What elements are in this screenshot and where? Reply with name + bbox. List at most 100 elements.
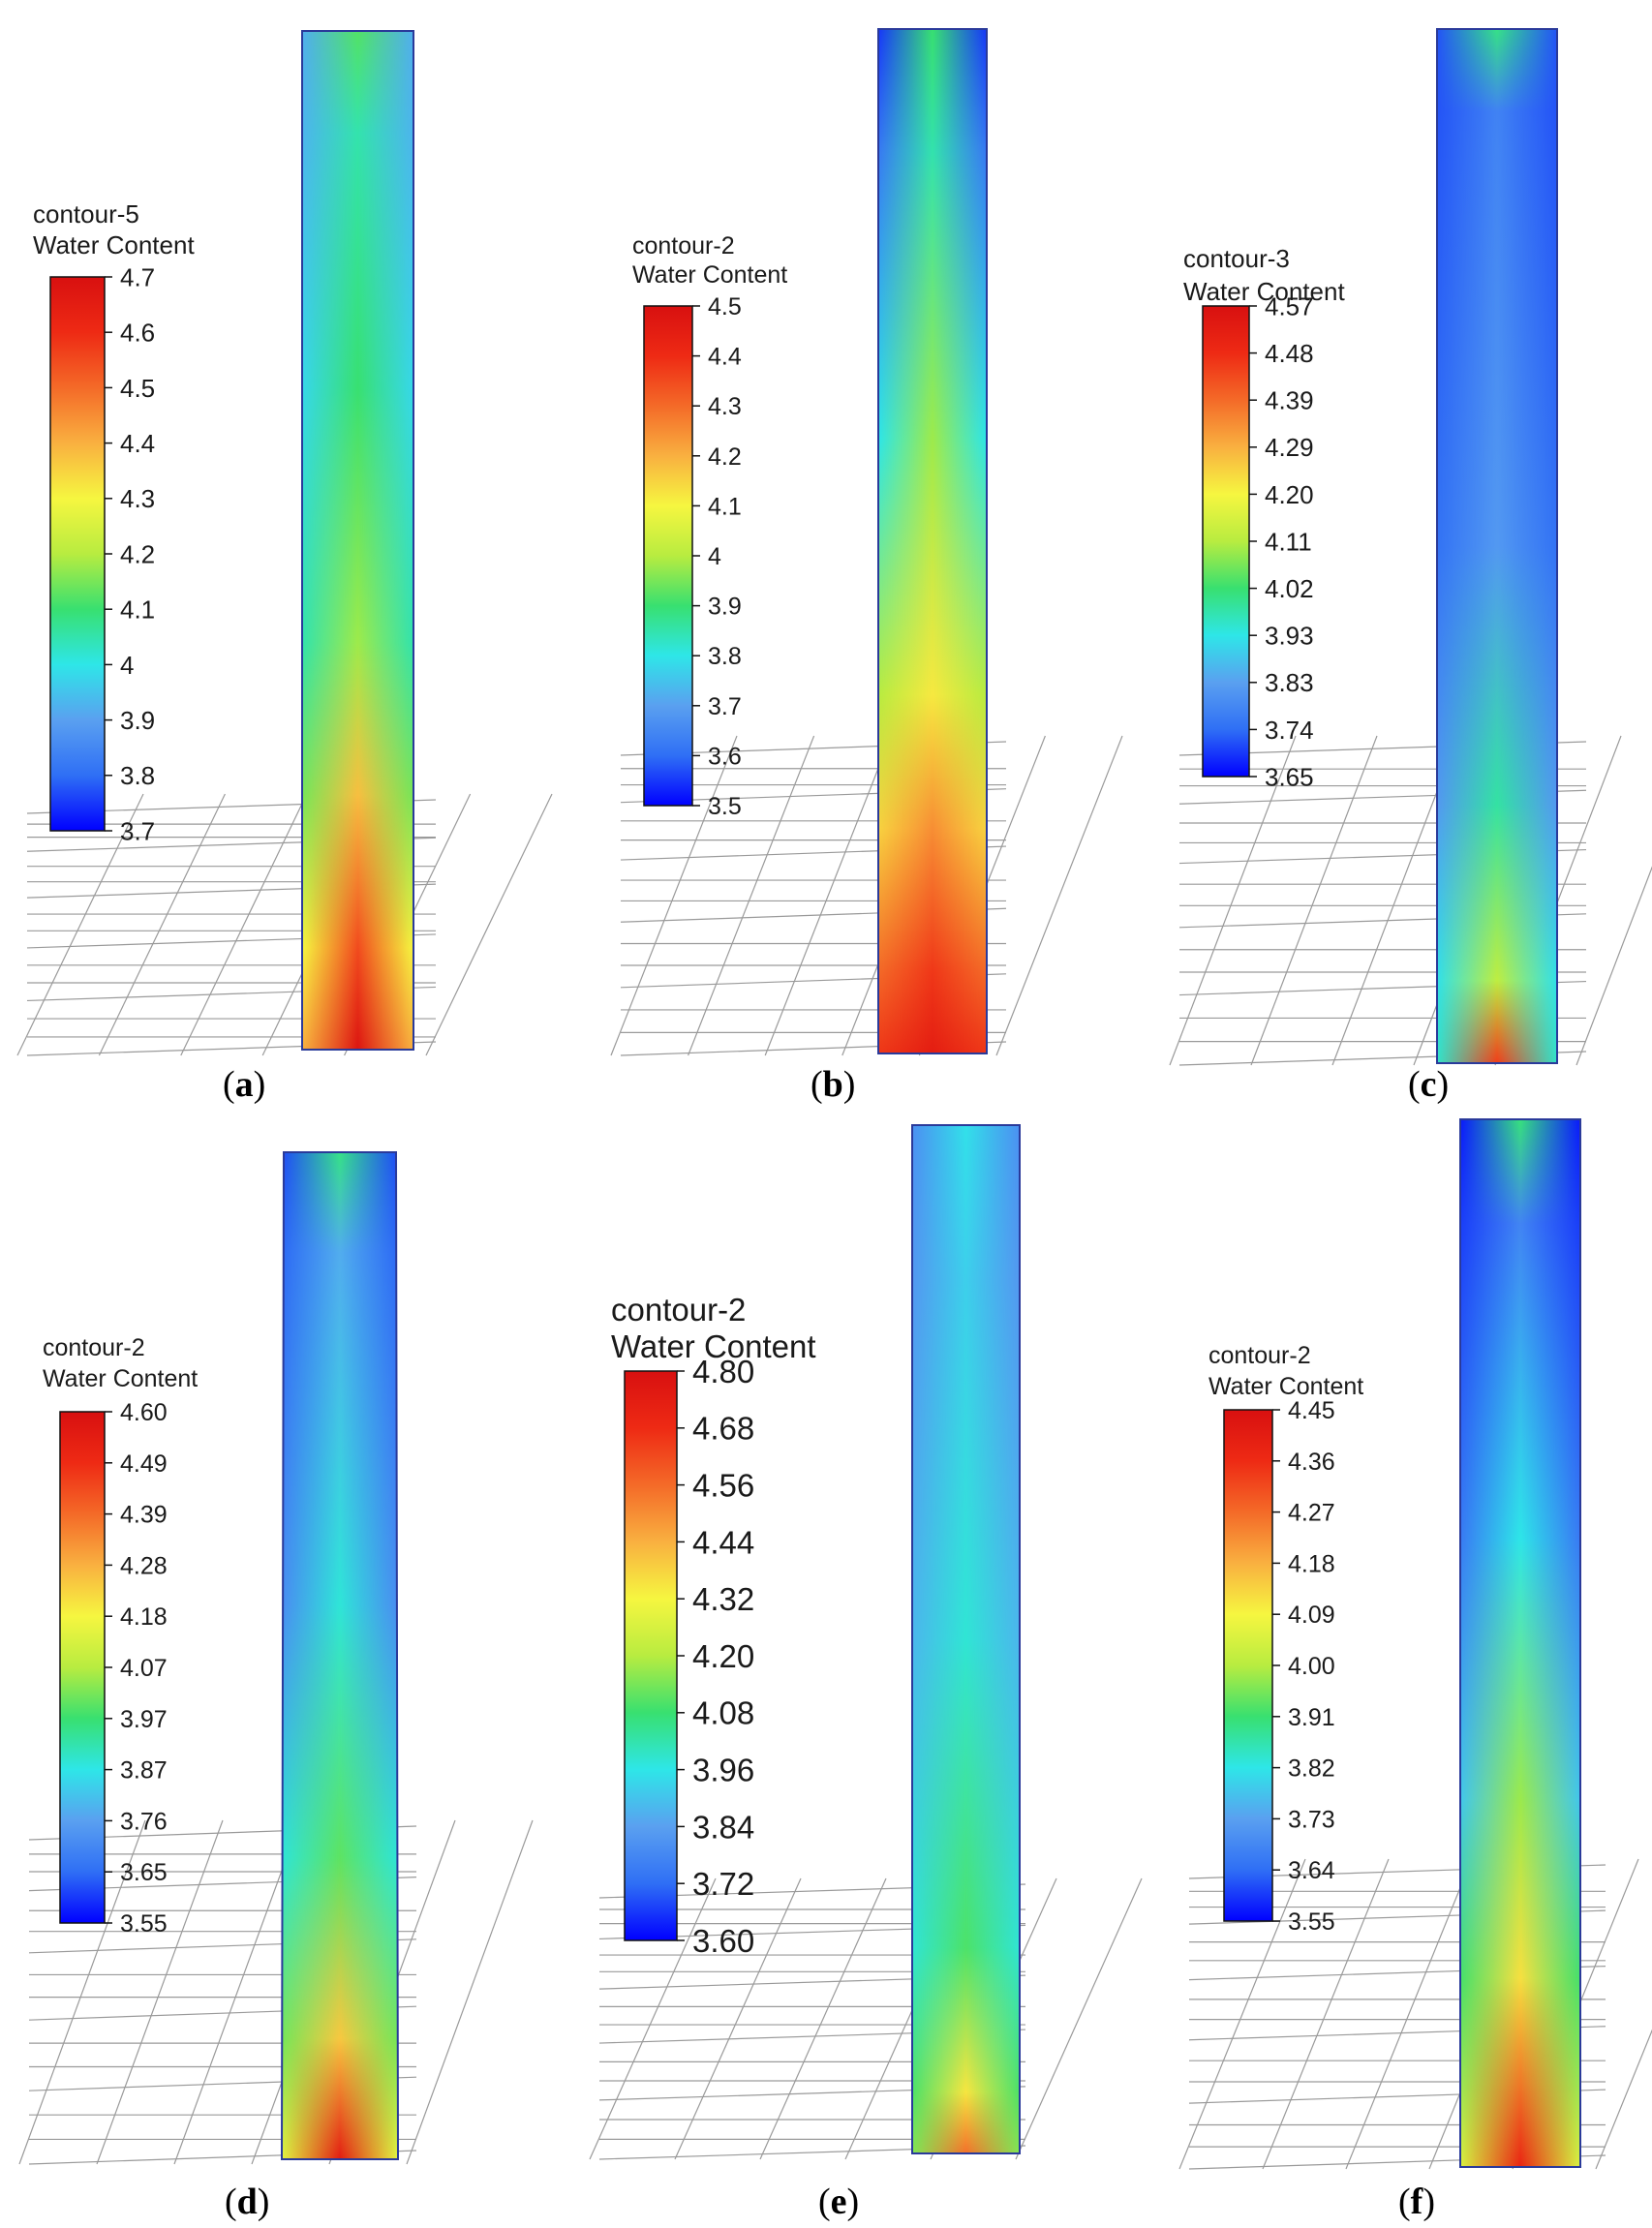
colorbar-tick-label: 3.64 [1288,1857,1335,1884]
panel-f: contour-2 Water Content 4.45 4.36 4.27 4.18 4.… [1102,1114,1652,2227]
colorbar-title-line1: contour-2 [43,1334,145,1361]
colorbar-tick-label: 4.4 [708,344,742,371]
column-core-field [1437,29,1557,1063]
caption-close-paren: ) [843,1064,856,1105]
panel-caption: (c) [1408,1064,1449,1105]
colorbar-tick-label: 4.27 [1288,1500,1335,1527]
grid-diagonal [688,735,815,1056]
colorbar-tick-label: 3.96 [692,1752,754,1787]
grid-diagonal [674,1877,802,2160]
colorbar-tick-label: 4.44 [692,1524,754,1560]
colorbar-gradient [1223,1409,1273,1922]
grid-diagonal [180,793,308,1056]
grid-diagonal [1015,1877,1143,2160]
colorbar-tick-label: 4.18 [1288,1550,1335,1577]
colorbar-tick-label: 4.11 [1265,527,1312,556]
colorbar-gradient [1202,305,1250,778]
panel-caption: (a) [223,1064,265,1105]
panel-c: contour-3 Water Content 4.57 4.48 4.39 4.29 4.… [1102,0,1652,1114]
colorbar-tick-label: 3.8 [120,761,155,790]
colorbar-title-line1: contour-2 [632,232,735,259]
colorbar-tick-label: 4.39 [120,1502,168,1529]
colorbar-tick-label: 3.76 [120,1808,168,1835]
caption-close-paren: ) [258,2182,270,2222]
grid-diagonal [764,735,892,1056]
colorbar-title-line2: Water Content [611,1328,816,1364]
column-outline [911,1124,1021,2154]
colorbar-tick-label: 3.73 [1288,1806,1335,1833]
colorbar-tick-label: 4.07 [120,1655,168,1682]
colorbar-tick-label: 4.80 [692,1354,754,1389]
colorbar-title-line1: contour-3 [1183,244,1290,273]
caption-letter: e [831,2182,847,2222]
grid-diagonal [1169,735,1297,1066]
colorbar-gradient [49,276,106,832]
grid-diagonal [1262,1858,1390,2170]
grid-diagonal [610,735,738,1056]
colorbar-tick-label: 3.84 [692,1809,754,1845]
colorbar-tick-label: 3.65 [120,1859,168,1886]
grid-diagonal [18,1819,146,2165]
colorbar-tick-label: 4.2 [708,443,742,471]
colorbar-tick-label: 4.1 [120,595,155,625]
grid-diagonal [425,793,553,1056]
panel-d: contour-2 Water Content 4.60 4.49 4.39 4.28 4.… [0,1114,550,2227]
colorbar-tick-label: 4.6 [120,319,155,348]
panel-caption: (e) [818,2182,859,2222]
colorbar-tick-label: 3.74 [1265,716,1314,745]
colorbar-tick-label: 3.91 [1288,1704,1335,1731]
caption-close-paren: ) [1423,2182,1435,2222]
colorbar-tick-label: 3.87 [120,1757,168,1785]
colorbar-tick-label: 4.18 [120,1603,168,1631]
colorbar-gradient [643,305,693,807]
column-core-field [878,29,987,1053]
colorbar-tick-label: 3.8 [708,643,742,670]
caption-letter: a [235,1064,254,1105]
grid-diagonal [406,1819,534,2165]
colorbar-title-line1: contour-2 [1208,1342,1311,1369]
column-outline [280,1151,400,2160]
caption-letter: d [237,2182,258,2222]
colorbar-tick-label: 4.48 [1265,339,1314,368]
grid-diagonal [1595,2029,1652,2170]
colorbar-tick-label: 4.5 [120,374,155,403]
colorbar-tick-label: 3.7 [708,693,742,720]
column-core-field [302,31,413,1050]
panel-caption: (b) [811,1064,855,1105]
grid-diagonal [96,1819,224,2165]
caption-close-paren: ) [1437,1064,1450,1105]
colorbar-tick-label: 4.20 [1265,480,1314,509]
colorbar-title-line1: contour-2 [611,1292,746,1328]
caption-open-paren: ( [811,1064,823,1105]
colorbar-tick-label: 4.7 [120,262,155,291]
grid-diagonal [98,793,226,1056]
colorbar-title-line2: Water Content [43,1365,198,1392]
column-core-field [912,1125,1020,2153]
colorbar-tick-label: 4.1 [708,493,742,520]
panel-caption: (f) [1398,2182,1435,2222]
caption-open-paren: ( [223,1064,235,1105]
colorbar-tick-label: 4.29 [1265,433,1314,462]
colorbar-title-line2: Water Content [632,261,787,289]
colorbar-tick-label: 4.28 [120,1552,168,1579]
colorbar-tick-label: 4.5 [708,293,742,320]
colorbar-tick-label: 4.39 [1265,386,1314,415]
colorbar-tick-label: 3.97 [120,1706,168,1733]
contour-column [301,30,414,1051]
colorbar-tick-label: 4.49 [120,1450,168,1478]
colorbar: contour-2 Water Content 4.60 4.49 4.39 4.28 4.… [43,1334,198,1938]
caption-letter: f [1411,2182,1424,2222]
colorbar-tick-label: 4.00 [1288,1653,1335,1680]
colorbar-tick-label: 4.56 [692,1467,754,1503]
contour-panel-d: contour-2 Water Content 4.60 4.49 4.39 4.28 4.… [18,1151,534,2222]
colorbar-tick-label: 4.4 [120,429,155,458]
colorbar-tick-label: 4.60 [120,1399,168,1426]
colorbar-tick-label: 4.3 [120,484,155,513]
colorbar-tick-label: 3.93 [1265,622,1314,651]
